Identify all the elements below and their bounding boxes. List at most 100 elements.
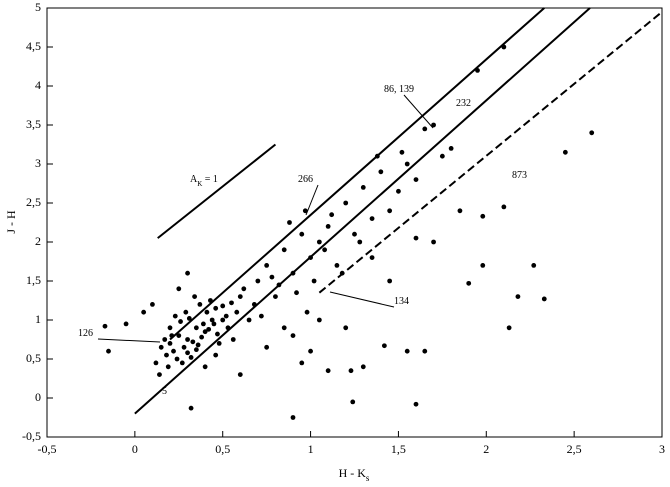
data-point: [506, 325, 512, 331]
y-tick-label: 2: [35, 234, 41, 248]
y-tick-label: 5: [35, 0, 41, 14]
annotation-pointer: [97, 338, 161, 343]
annotation-pointer: [329, 291, 395, 308]
x-tick-label: -0,5: [38, 442, 57, 456]
data-point: [123, 321, 129, 327]
data-point: [258, 313, 264, 319]
annotation-text: 873: [512, 170, 527, 181]
data-point: [264, 263, 270, 268]
annotation-pointer: [466, 108, 477, 119]
data-point: [174, 356, 180, 362]
data-point: [360, 364, 366, 370]
data-point: [294, 290, 299, 296]
data-point: [162, 337, 168, 342]
data-point: [311, 278, 317, 284]
y-tick-label: 4: [35, 78, 41, 92]
data-point: [431, 122, 436, 128]
data-point: [167, 325, 173, 331]
y-tick-label: 4,5: [26, 39, 41, 53]
data-point: [290, 333, 296, 338]
data-point: [304, 309, 310, 315]
data-point: [334, 263, 340, 268]
data-point: [164, 352, 169, 358]
data-point: [413, 401, 419, 407]
data-point: [264, 344, 270, 350]
annotation-text: 126: [78, 328, 93, 339]
x-tick-label: 2: [483, 442, 489, 456]
data-point: [186, 316, 192, 321]
x-tick-label: 0,5: [215, 442, 230, 456]
annotation-pointer: [305, 184, 319, 216]
x-tick-label: 2,5: [567, 442, 582, 456]
data-point: [202, 364, 208, 370]
data-point: [457, 208, 463, 214]
data-point: [387, 278, 393, 284]
data-point: [531, 263, 537, 268]
y-tick-label: 0,5: [26, 351, 41, 365]
data-point: [422, 126, 428, 132]
annotation-text: A: [190, 174, 198, 185]
reference-line: [169, 7, 545, 341]
data-point: [439, 153, 445, 159]
data-point: [208, 298, 213, 303]
annotation: 5: [162, 386, 167, 397]
data-point: [413, 235, 419, 241]
data-point: [213, 305, 219, 311]
data-point: [204, 309, 210, 315]
data-point: [281, 247, 287, 253]
data-point: [202, 329, 208, 335]
data-point: [185, 337, 190, 342]
data-point: [541, 296, 547, 302]
data-point: [193, 347, 199, 353]
data-point: [290, 415, 296, 420]
data-point: [179, 360, 185, 366]
data-point: [325, 368, 331, 374]
data-point: [343, 325, 349, 331]
annotation-text: 86, 139: [384, 84, 414, 95]
annotation: 266: [298, 174, 313, 185]
data-point: [369, 255, 375, 260]
data-point: [281, 325, 287, 331]
data-point: [195, 342, 201, 348]
data-point: [176, 333, 182, 338]
annotation-pointer: [403, 94, 434, 129]
data-point: [220, 317, 226, 323]
data-point: [255, 278, 261, 284]
annotation-text: 232: [456, 98, 471, 109]
data-point: [369, 216, 375, 222]
data-point: [562, 149, 568, 155]
data-point: [269, 274, 275, 280]
data-point: [343, 200, 349, 206]
data-point: [308, 348, 313, 354]
y-axis-label: J - H: [4, 210, 18, 234]
annotation: 134: [394, 296, 409, 307]
data-point: [348, 368, 354, 374]
data-point: [102, 323, 108, 329]
data-point: [381, 343, 387, 349]
data-point: [211, 321, 217, 327]
annotation: 873: [512, 170, 527, 181]
data-point: [350, 399, 356, 405]
data-point: [316, 317, 322, 323]
data-point: [199, 334, 205, 340]
data-point: [178, 319, 183, 324]
data-point: [234, 309, 240, 315]
data-point: [206, 326, 212, 332]
data-point: [241, 286, 247, 292]
data-point: [157, 372, 162, 377]
annotation: AK = 1: [190, 174, 218, 187]
data-point: [209, 317, 215, 323]
data-point: [325, 224, 331, 229]
data-point: [213, 352, 219, 358]
data-point: [176, 286, 182, 292]
data-point: [475, 68, 480, 73]
data-point: [230, 337, 236, 342]
data-point: [399, 149, 405, 155]
data-point: [169, 333, 175, 338]
data-point: [106, 348, 111, 354]
data-point: [223, 313, 229, 319]
data-point: [480, 213, 486, 219]
data-point: [404, 161, 410, 167]
data-point: [422, 348, 428, 354]
data-point: [229, 300, 234, 306]
